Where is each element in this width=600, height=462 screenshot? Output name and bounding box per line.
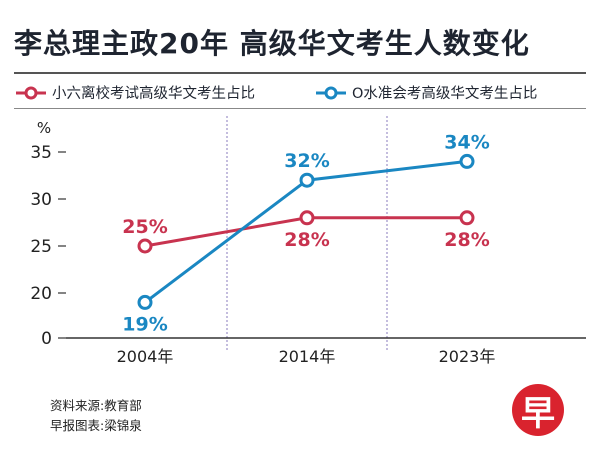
y-tick-label-25: 25	[30, 237, 52, 257]
legend-divider	[14, 108, 586, 109]
legend: 小六离校考试高级华文考生占比 O水准会考高级华文考生占比	[14, 80, 586, 104]
legend-marker-series2	[316, 86, 346, 99]
series-1-data-label-1: 28%	[284, 229, 329, 251]
series-1-point-2	[459, 210, 475, 226]
y-tick-label-35: 35	[30, 143, 52, 163]
legend-item-series1: 小六离校考试高级华文考生占比	[14, 82, 255, 103]
source-line-2: 早报图表:梁锦泉	[50, 418, 142, 433]
series-2-data-label-2: 34%	[444, 131, 489, 153]
legend-marker-series1	[16, 86, 46, 99]
y-axis-unit: %	[37, 119, 51, 137]
y-tick-label-0: 0	[41, 329, 52, 349]
series-1-point-0	[137, 238, 153, 254]
legend-label-series1: 小六离校考试高级华文考生占比	[52, 86, 255, 102]
legend-item-series2: O水准会考高级华文考生占比	[314, 82, 537, 103]
series-2-point-2	[459, 153, 475, 169]
x-tick-label-0: 2004年	[117, 347, 174, 366]
series-1-point-1	[299, 210, 315, 226]
series-2-point-0	[137, 294, 153, 310]
x-tick-label-2: 2023年	[439, 347, 496, 366]
legend-label-series2: O水准会考高级华文考生占比	[352, 86, 538, 102]
zaobao-logo: 早	[512, 384, 564, 436]
series-2-data-label-0: 19%	[122, 313, 167, 335]
title-divider	[14, 72, 586, 74]
y-tick-label-30: 30	[30, 190, 52, 210]
y-tick-label-20: 20	[30, 284, 52, 304]
x-tick-label-1: 2014年	[279, 347, 336, 366]
series-2-point-1	[299, 172, 315, 188]
series-2-data-label-1: 32%	[284, 150, 329, 172]
series-1-data-label-0: 25%	[122, 216, 167, 238]
series-1-data-label-2: 28%	[444, 229, 489, 251]
chart-title: 李总理主政20年 高级华文考生人数变化	[14, 27, 530, 60]
source-line-1: 资料来源:教育部	[50, 398, 142, 413]
source-notes: 资料来源:教育部 早报图表:梁锦泉	[50, 396, 142, 436]
